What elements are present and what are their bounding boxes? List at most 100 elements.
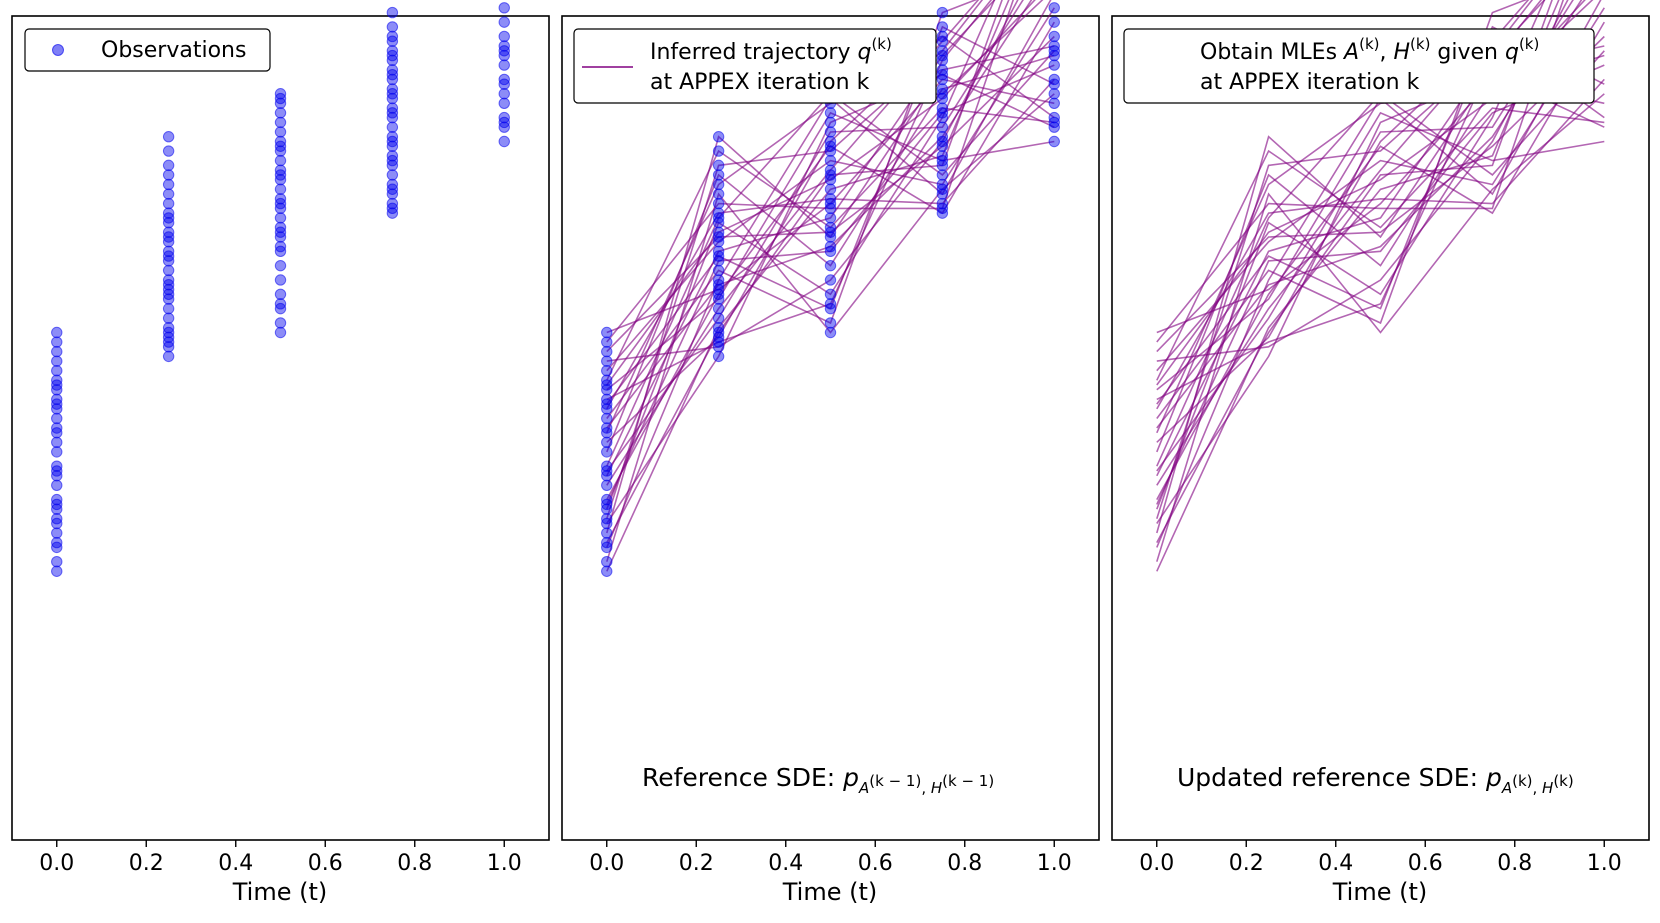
observation-point xyxy=(824,197,837,210)
observation-point xyxy=(712,312,725,324)
observation-point xyxy=(274,183,287,195)
observation-point xyxy=(601,527,613,539)
trajectory-line xyxy=(1156,0,1543,401)
observation-point xyxy=(824,259,837,272)
observation-point xyxy=(824,169,837,181)
observation-point xyxy=(386,121,399,133)
observation-point xyxy=(712,188,725,200)
observation-point xyxy=(498,49,510,62)
observation-point xyxy=(601,556,613,568)
observation-point xyxy=(601,465,613,477)
observation-point xyxy=(601,565,613,577)
observation-point xyxy=(51,398,63,410)
observation-point xyxy=(162,312,175,324)
observation-point xyxy=(936,135,949,148)
observation-point xyxy=(386,6,399,19)
observation-point xyxy=(162,145,175,157)
legend-label: Observations xyxy=(101,38,246,63)
observation-point xyxy=(274,240,287,253)
observation-point xyxy=(274,169,287,181)
x-tick-label: 0.8 xyxy=(947,851,982,876)
observation-point xyxy=(386,107,399,119)
observation-point xyxy=(1048,30,1060,43)
legend: Observations xyxy=(24,28,271,72)
x-axis-label: Time (t) xyxy=(232,878,328,906)
trajectory-line xyxy=(606,0,996,510)
legend: Inferred trajectory q(k) at APPEX iterat… xyxy=(573,28,937,104)
observation-point xyxy=(936,121,949,133)
axes-frame xyxy=(11,15,550,841)
observation-point xyxy=(712,250,725,262)
observation-point xyxy=(51,465,63,477)
observation-point xyxy=(712,131,725,143)
trajectory-line xyxy=(606,0,1019,362)
trajectory-line xyxy=(1156,107,1605,381)
observation-point xyxy=(162,350,175,363)
observation-point xyxy=(162,326,175,339)
observation-point xyxy=(498,40,510,52)
observation-point xyxy=(498,135,510,148)
observation-point xyxy=(274,259,287,272)
reference-sde-annotation: Reference SDE: pA(k − 1), H(k − 1) xyxy=(642,763,994,797)
x-tick-label: 0.4 xyxy=(1318,851,1353,876)
observation-point xyxy=(824,317,837,329)
x-tick-label: 1.0 xyxy=(1587,851,1622,876)
trajectory-line xyxy=(1156,45,1605,534)
legend-line-2: at APPEX iteration k xyxy=(1200,70,1420,95)
trajectory-line xyxy=(606,111,1055,391)
observation-point xyxy=(824,212,837,224)
legend-box xyxy=(1123,28,1595,104)
observation-point xyxy=(162,159,175,172)
observation-point xyxy=(601,355,613,367)
observation-point xyxy=(1048,78,1060,90)
observation-point xyxy=(601,536,613,549)
observation-point xyxy=(712,178,725,191)
observation-point xyxy=(601,513,613,525)
x-tick-label: 0.6 xyxy=(308,851,343,876)
observation-point xyxy=(498,59,510,71)
observation-point xyxy=(601,398,613,410)
plot-area xyxy=(51,2,510,577)
observation-point xyxy=(824,116,837,129)
observation-point xyxy=(712,231,725,243)
observation-point xyxy=(51,336,63,348)
observation-point xyxy=(1048,16,1060,28)
observation-point xyxy=(162,288,175,300)
trajectory-line xyxy=(1156,0,1530,486)
observation-point xyxy=(162,131,175,143)
observation-point xyxy=(274,140,287,152)
x-tick-label: 0.4 xyxy=(768,851,803,876)
observation-point xyxy=(274,298,287,310)
legend-line-2: at APPEX iteration k xyxy=(650,70,870,95)
observation-point xyxy=(712,350,725,363)
observation-point xyxy=(162,188,175,200)
trajectory-line xyxy=(1156,21,1605,500)
x-tick-label: 0.2 xyxy=(1229,851,1264,876)
x-tick-label: 0.0 xyxy=(1139,851,1174,876)
observation-point xyxy=(1048,116,1060,129)
observation-point xyxy=(498,116,510,129)
observation-point xyxy=(1048,135,1060,148)
observation-point xyxy=(824,140,837,152)
panel-updated: 0.0 0.2 0.4 0.6 0.8 1.0 Time (t) Obtain MLEs … xyxy=(1111,0,1650,906)
plot-area xyxy=(1156,0,1605,572)
x-tick-label: 0.4 xyxy=(218,851,253,876)
trajectory-line xyxy=(1156,0,1534,519)
observation-point xyxy=(162,336,175,348)
observation-point xyxy=(274,317,287,329)
observation-point xyxy=(51,436,63,449)
observation-point xyxy=(274,212,287,224)
observation-point xyxy=(51,565,63,577)
observation-point xyxy=(824,107,837,119)
observation-point xyxy=(1048,59,1060,71)
observation-point xyxy=(162,302,175,315)
observation-point xyxy=(162,279,175,291)
observation-point xyxy=(386,183,399,195)
observation-point xyxy=(601,479,613,491)
observation-point xyxy=(162,178,175,191)
observation-point xyxy=(936,30,949,43)
observation-point xyxy=(712,288,725,300)
observation-point xyxy=(936,183,949,195)
observation-point xyxy=(498,97,510,110)
